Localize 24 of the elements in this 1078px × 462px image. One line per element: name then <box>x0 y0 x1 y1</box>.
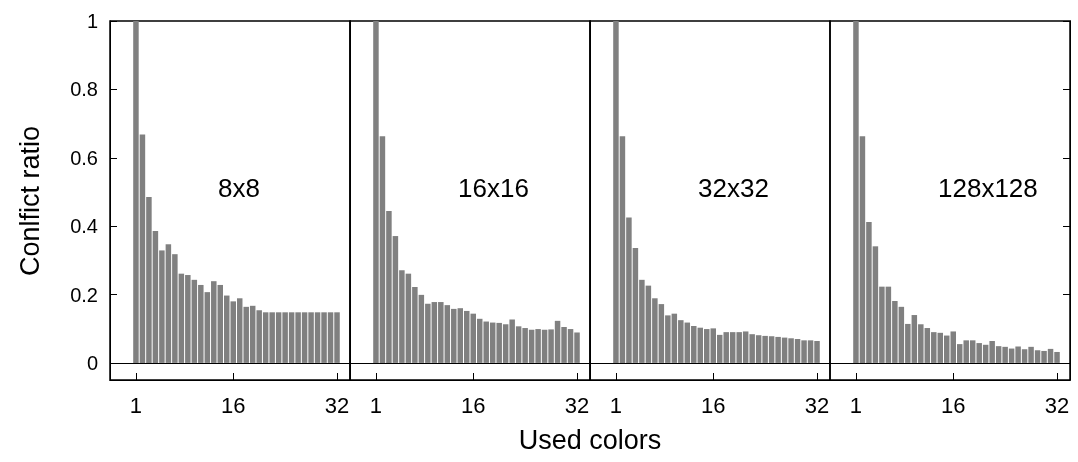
x-tick-label: 16 <box>701 392 726 418</box>
x-tick-label: 1 <box>849 392 863 418</box>
y-tick-label: 0.2 <box>70 283 98 306</box>
x-tick-label: 32 <box>1044 392 1070 418</box>
annotation: 8x8 <box>218 173 260 204</box>
y-tick-label: 0.8 <box>70 78 98 101</box>
annotation: 32x32 <box>698 173 769 204</box>
y-tick-label: 0.4 <box>70 215 98 238</box>
x-tick-label: 32 <box>324 392 350 418</box>
x-tick-label: 16 <box>221 392 246 418</box>
annotation: 16x16 <box>458 173 529 204</box>
y-axis-title: Conlfict ratio <box>14 125 46 276</box>
x-tick-label: 32 <box>564 392 590 418</box>
y-tick-label: 0 <box>86 351 98 374</box>
x-tick-label: 1 <box>609 392 623 418</box>
x-tick-label: 16 <box>941 392 966 418</box>
x-tick-label: 16 <box>461 392 486 418</box>
x-tick-label: 1 <box>129 392 143 418</box>
x-tick-label: 32 <box>804 392 830 418</box>
x-tick-label: 1 <box>369 392 383 418</box>
y-tick-label: 0.6 <box>70 146 98 169</box>
y-tick-label: 1 <box>86 10 98 32</box>
annotation: 128x128 <box>938 173 1038 204</box>
x-axis-title: Used colors <box>518 424 662 456</box>
